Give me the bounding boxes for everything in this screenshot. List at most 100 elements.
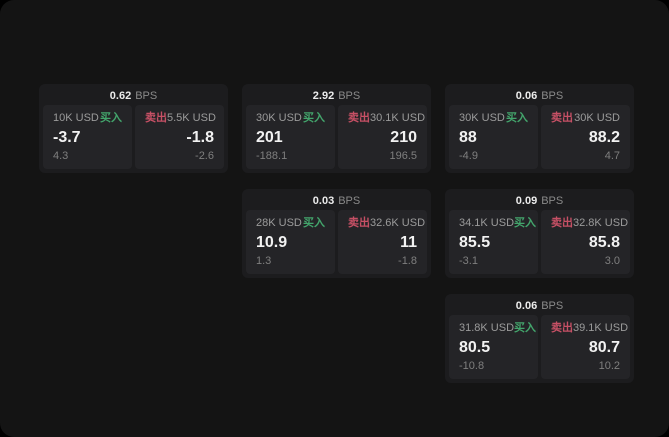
buy-panel-top: 30K USD 买入 (459, 112, 528, 125)
buy-sell-panels: 34.1K USD 买入 85.5 -3.1 卖出 32.8K USD 85.8… (449, 210, 630, 274)
quote-card-5: 0.09 BPS 34.1K USD 买入 85.5 -3.1 卖出 32.8K… (445, 189, 634, 278)
sell-price: 88.2 (588, 128, 620, 146)
bps-value: 0.06 (515, 90, 538, 102)
bps-header: 0.03 BPS (246, 193, 427, 210)
buy-side-label: 买入 (303, 217, 325, 229)
buy-change: 4.3 (53, 150, 69, 162)
sell-side-label: 卖出 (551, 322, 573, 334)
sell-panel[interactable]: 卖出 32.6K USD 11 -1.8 (338, 210, 427, 274)
bps-header: 0.62 BPS (43, 88, 224, 105)
sell-side-label: 卖出 (348, 217, 370, 229)
bps-header: 2.92 BPS (246, 88, 427, 105)
sell-price: -1.8 (186, 128, 214, 146)
bps-header: 0.06 BPS (449, 298, 630, 315)
sell-panel-top: 卖出 30K USD (551, 112, 620, 125)
sell-panel-top: 卖出 30.1K USD (348, 112, 425, 125)
bps-unit-label: BPS (338, 195, 361, 207)
sell-panel-top: 卖出 39.1K USD (551, 322, 628, 335)
buy-change: -10.8 (459, 360, 485, 372)
sell-panel[interactable]: 卖出 5.5K USD -1.8 -2.6 (135, 105, 224, 169)
buy-panel[interactable]: 30K USD 买入 201 -188.1 (246, 105, 335, 169)
buy-amount: 34.1K USD (459, 217, 515, 229)
buy-change: -4.9 (459, 150, 478, 162)
sell-change: 10.2 (598, 360, 620, 372)
buy-amount: 10K USD (53, 112, 99, 124)
sell-amount: 32.6K USD (370, 217, 426, 229)
bps-value: 2.92 (312, 90, 335, 102)
buy-panel-top: 10K USD 买入 (53, 112, 122, 125)
buy-amount: 28K USD (256, 217, 302, 229)
quote-card-2: 2.92 BPS 30K USD 买入 201 -188.1 卖出 30.1K … (242, 84, 431, 173)
buy-price: 85.5 (459, 233, 491, 251)
sell-panel[interactable]: 卖出 39.1K USD 80.7 10.2 (541, 315, 630, 379)
buy-sell-panels: 28K USD 买入 10.9 1.3 卖出 32.6K USD 11 -1.8 (246, 210, 427, 274)
bps-value: 0.03 (312, 195, 335, 207)
sell-amount: 5.5K USD (167, 112, 216, 124)
buy-panel[interactable]: 34.1K USD 买入 85.5 -3.1 (449, 210, 538, 274)
buy-side-label: 买入 (100, 112, 122, 124)
buy-panel[interactable]: 28K USD 买入 10.9 1.3 (246, 210, 335, 274)
quote-card-1: 0.62 BPS 10K USD 买入 -3.7 4.3 卖出 5.5K USD (39, 84, 228, 173)
bps-unit-label: BPS (338, 90, 361, 102)
buy-panel-top: 30K USD 买入 (256, 112, 325, 125)
sell-price: 85.8 (588, 233, 620, 251)
sell-panel-top: 卖出 5.5K USD (145, 112, 216, 125)
buy-panel[interactable]: 30K USD 买入 88 -4.9 (449, 105, 538, 169)
buy-change: 1.3 (256, 255, 272, 267)
buy-change: -3.1 (459, 255, 478, 267)
buy-price: -3.7 (53, 128, 81, 146)
buy-price: 80.5 (459, 338, 491, 356)
buy-side-label: 买入 (514, 217, 537, 229)
buy-panel-top: 28K USD 买入 (256, 217, 325, 230)
quote-card-4: 0.03 BPS 28K USD 买入 10.9 1.3 卖出 32.6K US… (242, 189, 431, 278)
sell-change: 196.5 (389, 150, 417, 162)
sell-panel-top: 卖出 32.8K USD (551, 217, 628, 230)
bps-unit-label: BPS (541, 300, 564, 312)
buy-sell-panels: 31.8K USD 买入 80.5 -10.8 卖出 39.1K USD 80.… (449, 315, 630, 379)
sell-amount: 39.1K USD (573, 322, 629, 334)
bps-header: 0.09 BPS (449, 193, 630, 210)
bps-value: 0.06 (515, 300, 538, 312)
buy-panel[interactable]: 31.8K USD 买入 80.5 -10.8 (449, 315, 538, 379)
buy-side-label: 买入 (303, 112, 325, 124)
buy-price: 201 (256, 128, 283, 146)
sell-side-label: 卖出 (348, 112, 370, 124)
buy-change: -188.1 (256, 150, 288, 162)
sell-panel[interactable]: 卖出 30K USD 88.2 4.7 (541, 105, 630, 169)
buy-amount: 30K USD (459, 112, 505, 124)
sell-panel[interactable]: 卖出 30.1K USD 210 196.5 (338, 105, 427, 169)
sell-amount: 30.1K USD (370, 112, 426, 124)
bps-header: 0.06 BPS (449, 88, 630, 105)
buy-panel[interactable]: 10K USD 买入 -3.7 4.3 (43, 105, 132, 169)
bps-value: 0.09 (515, 195, 538, 207)
sell-change: 4.7 (604, 150, 620, 162)
buy-sell-panels: 30K USD 买入 201 -188.1 卖出 30.1K USD 210 1… (246, 105, 427, 169)
sell-price: 11 (400, 233, 417, 251)
bps-unit-label: BPS (541, 195, 564, 207)
buy-panel-top: 34.1K USD 买入 (459, 217, 536, 230)
buy-price: 88 (459, 128, 477, 146)
buy-side-label: 买入 (506, 112, 528, 124)
sell-price: 80.7 (588, 338, 620, 356)
sell-price: 210 (390, 128, 417, 146)
sell-change: 3.0 (604, 255, 620, 267)
sell-side-label: 卖出 (551, 217, 573, 229)
sell-side-label: 卖出 (551, 112, 573, 124)
buy-panel-top: 31.8K USD 买入 (459, 322, 536, 335)
bps-unit-label: BPS (541, 90, 564, 102)
quote-card-6: 0.06 BPS 31.8K USD 买入 80.5 -10.8 卖出 39.1… (445, 294, 634, 383)
buy-price: 10.9 (256, 233, 288, 251)
buy-amount: 30K USD (256, 112, 302, 124)
sell-panel-top: 卖出 32.6K USD (348, 217, 425, 230)
sell-side-label: 卖出 (145, 112, 167, 124)
quote-cards-grid: 0.62 BPS 10K USD 买入 -3.7 4.3 卖出 5.5K USD (39, 84, 634, 383)
sell-amount: 30K USD (574, 112, 620, 124)
bps-unit-label: BPS (135, 90, 158, 102)
sell-amount: 32.8K USD (573, 217, 629, 229)
bps-value: 0.62 (109, 90, 132, 102)
quote-card-3: 0.06 BPS 30K USD 买入 88 -4.9 卖出 30K USD (445, 84, 634, 173)
buy-side-label: 买入 (514, 322, 537, 334)
sell-change: -2.6 (195, 150, 214, 162)
sell-panel[interactable]: 卖出 32.8K USD 85.8 3.0 (541, 210, 630, 274)
